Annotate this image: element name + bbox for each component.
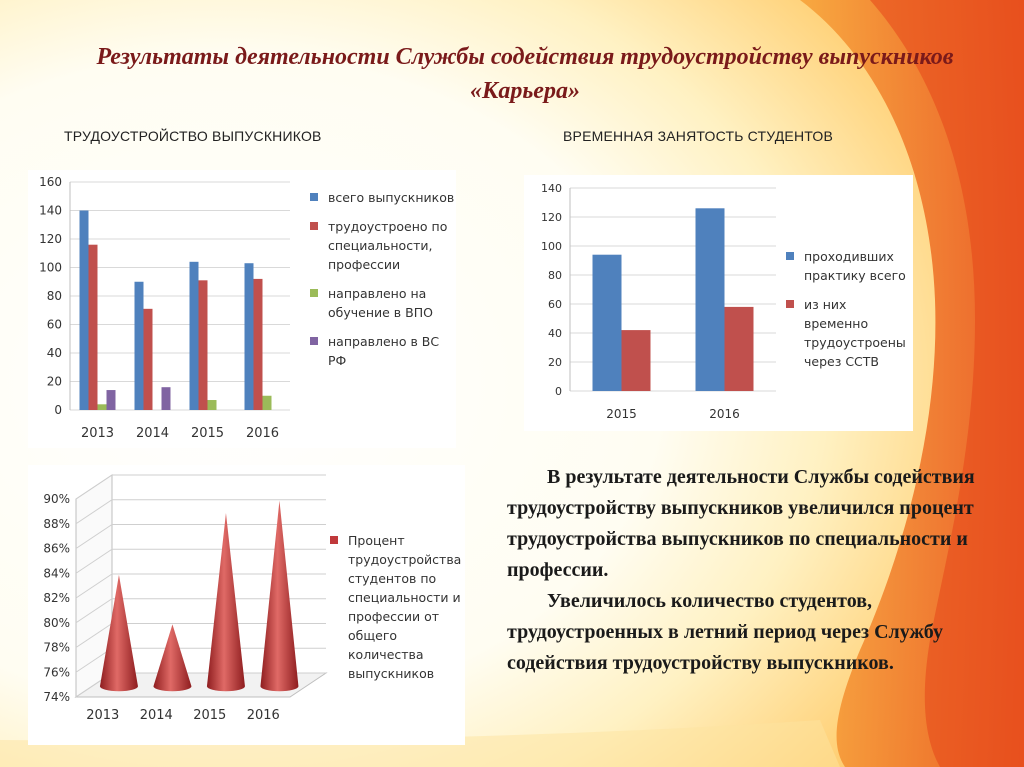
percent-xtick-label: 2016 [247,708,280,723]
percent-ytick-label: 82% [43,591,70,605]
graduates-legend-label: направлено на обучение в ВПО [328,286,433,320]
chart-temporary-employment-plot: 0 20 40 60 80 100 120 140 2015 2016 [541,182,776,421]
chart-graduate-employment: 0 20 40 60 80 100 120 140 160 2013 2014 2015 2016 вс… [28,170,456,448]
graduates-xtick-label: 2013 [81,426,114,441]
graduates-bar [79,210,89,410]
percent-gridline [75,548,326,574]
conclusion-paragraph-1: В результате деятельности Службы содейст… [507,466,975,581]
percent-ytick-label: 86% [43,542,70,556]
percent-gridline [75,499,326,525]
temporary-legend-label: из них временно трудоустроены через ССТВ [804,297,906,369]
graduates-bar [198,280,208,410]
graduates-ytick-label: 120 [39,232,62,246]
chart-graduate-employment-plot: 0 20 40 60 80 100 120 140 160 2013 2014 2015 2016 [39,175,290,441]
graduates-bar [244,263,254,410]
temporary-ytick-label: 100 [541,240,562,253]
percent-gridline [75,474,326,500]
percent-ytick-label: 90% [43,492,70,506]
percent-xtick-label: 2015 [193,708,226,723]
temporary-ytick-label: 60 [548,298,562,311]
graduates-legend-item: трудоустроено по специальности, професси… [310,217,455,274]
conclusion-paragraph-2: Увеличилось количество студентов, трудоу… [507,590,943,674]
temporary-ytick-label: 40 [548,327,562,340]
temporary-ytick-label: 20 [548,356,562,369]
graduates-legend-label: направлено в ВС РФ [328,334,440,368]
chart-employment-percentage-legend: Процент трудоустройства студентов по спе… [330,531,464,693]
percent-legend-label: Процент трудоустройства студентов по спе… [348,533,462,681]
percent-xtick-label: 2014 [140,708,173,723]
temporary-bar [621,330,651,391]
percent-cone [206,512,245,692]
graduates-legend-swatch [310,222,318,230]
slide-title: Результаты деятельности Службы содействи… [96,44,954,104]
temporary-legend-item: из них временно трудоустроены через ССТВ [786,295,911,371]
graduates-bar [207,400,217,410]
graduates-ytick-label: 0 [54,403,62,417]
graduates-ytick-label: 20 [47,375,62,389]
graduates-bar [262,395,272,410]
temporary-legend-item: проходивших практику всего [786,247,911,285]
graduates-legend-label: трудоустроено по специальности, професси… [328,219,448,272]
percent-ytick-label: 80% [43,616,70,630]
graduates-ytick-label: 100 [39,261,62,275]
temporary-bar [724,306,754,391]
percent-gridline [75,524,326,549]
percent-ytick-label: 76% [43,665,70,679]
percent-cone [99,574,138,692]
graduates-bar [161,387,171,410]
chart-graduate-employment-legend: всего выпускников трудоустроено по специа… [310,188,455,380]
graduates-legend-label: всего выпускников [328,190,455,205]
graduates-xtick-label: 2015 [191,426,224,441]
percent-ytick-label: 88% [43,517,70,531]
graduates-legend-swatch [310,337,318,345]
graduates-ytick-label: 140 [39,204,62,218]
graduates-xtick-label: 2014 [136,426,169,441]
conclusion-text: В результате деятельности Службы содейст… [507,462,977,679]
temporary-legend-swatch [786,252,794,260]
percent-ytick-label: 84% [43,566,70,580]
graduates-ytick-label: 60 [47,318,62,332]
chart-temporary-employment-legend: проходивших практику всего из них временн… [786,247,911,381]
temporary-ytick-label: 80 [548,269,562,282]
graduates-bar [88,244,98,410]
temporary-xtick-label: 2016 [709,407,740,421]
percent-gridline [75,598,326,624]
percent-cone [153,624,192,692]
graduates-bar [189,261,199,410]
graduates-ytick-label: 80 [47,289,62,303]
graduates-bar [97,404,107,410]
percent-legend-swatch [330,536,338,544]
graduates-bar [106,390,116,410]
percent-xtick-label: 2013 [86,708,119,723]
temporary-bar [592,254,622,391]
temporary-ytick-label: 0 [555,385,562,398]
heading-graduates-employment: ТРУДОУСТРОЙСТВО ВЫПУСКНИКОВ [64,128,322,144]
graduates-legend-item: всего выпускников [310,188,455,207]
temporary-xtick-label: 2015 [606,407,637,421]
temporary-legend-label: проходивших практику всего [804,249,906,283]
graduates-legend-item: направлено в ВС РФ [310,332,455,370]
graduates-bar [253,278,263,410]
graduates-legend-item: направлено на обучение в ВПО [310,284,455,322]
percent-gridline [75,573,326,599]
graduates-legend-swatch [310,193,318,201]
temporary-legend-swatch [786,300,794,308]
percent-ytick-label: 74% [43,690,70,704]
graduates-xtick-label: 2016 [246,426,279,441]
chart-employment-percentage: 74% 76% 78% 80% 82% 84% 86% 88% 90% 2013 2014 2015 2… [28,465,465,745]
temporary-bar [695,208,725,391]
graduates-ytick-label: 160 [39,175,62,189]
temporary-ytick-label: 120 [541,211,562,224]
graduates-bar [134,281,144,410]
heading-temporary-employment: ВРЕМЕННАЯ ЗАНЯТОСТЬ СТУДЕНТОВ [563,128,834,144]
percent-ytick-label: 78% [43,641,70,655]
chart-employment-percentage-plot: 74% 76% 78% 80% 82% 84% 86% 88% 90% 2013 2014 2015 2… [43,474,328,723]
percent-legend-item: Процент трудоустройства студентов по спе… [330,531,464,683]
temporary-ytick-label: 140 [541,182,562,195]
graduates-ytick-label: 40 [47,346,62,360]
graduates-legend-swatch [310,289,318,297]
chart-temporary-employment: 0 20 40 60 80 100 120 140 2015 2016 проходивших п… [524,175,913,431]
graduates-bar [143,308,153,410]
percent-cone [260,500,299,692]
